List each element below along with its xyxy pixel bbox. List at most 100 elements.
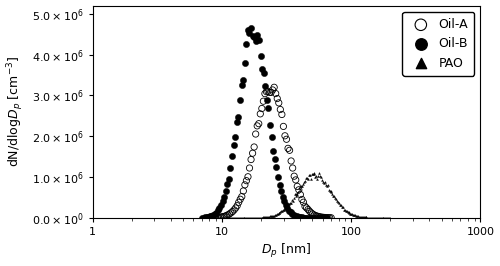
Oil-B <box>255 38 263 43</box>
PAO <box>236 216 244 220</box>
PAO <box>339 205 347 209</box>
Oil-B <box>316 216 324 220</box>
Oil-B <box>280 199 288 203</box>
Oil-A <box>210 215 218 220</box>
PAO <box>367 215 375 220</box>
Oil-A <box>301 204 309 209</box>
PAO <box>384 216 392 220</box>
Oil-A <box>207 216 215 220</box>
PAO <box>292 192 300 196</box>
Oil-A <box>230 208 238 212</box>
Oil-A <box>266 90 274 94</box>
Oil-A <box>278 112 286 117</box>
Oil-B <box>277 189 285 193</box>
PAO <box>298 184 306 188</box>
PAO <box>217 216 225 220</box>
Oil-A <box>253 124 261 128</box>
Oil-A <box>218 215 226 219</box>
PAO <box>254 215 262 220</box>
Oil-B <box>224 182 232 186</box>
Oil-A <box>206 216 214 220</box>
PAO <box>349 213 357 217</box>
Oil-B <box>228 154 236 159</box>
Oil-A <box>324 215 332 220</box>
Oil-A <box>248 151 256 155</box>
PAO <box>350 213 358 217</box>
Oil-B <box>262 84 270 88</box>
Oil-A <box>314 214 322 218</box>
Oil-B <box>233 120 241 124</box>
PAO <box>330 194 338 198</box>
PAO <box>317 175 325 179</box>
PAO <box>228 216 236 220</box>
PAO <box>372 216 380 220</box>
PAO <box>375 216 383 220</box>
PAO <box>264 215 272 219</box>
Oil-B <box>304 216 312 220</box>
Oil-A <box>221 214 229 218</box>
PAO <box>382 216 390 220</box>
Oil-A <box>262 90 270 94</box>
PAO <box>216 216 224 220</box>
PAO <box>351 213 359 218</box>
PAO <box>280 207 288 212</box>
PAO <box>301 178 309 183</box>
PAO <box>326 189 334 193</box>
Oil-A <box>280 124 287 128</box>
PAO <box>263 215 271 219</box>
Oil-B <box>204 215 212 219</box>
Oil-A <box>242 178 250 183</box>
Oil-B <box>240 61 248 65</box>
Oil-B <box>288 212 296 216</box>
Oil-B <box>315 216 323 220</box>
Oil-B <box>294 215 302 219</box>
PAO <box>218 216 226 220</box>
Oil-B <box>239 78 247 82</box>
PAO <box>344 210 352 214</box>
Oil-B <box>264 106 272 110</box>
PAO <box>272 213 280 217</box>
Oil-A <box>232 206 239 210</box>
PAO <box>336 202 344 207</box>
PAO <box>320 181 328 185</box>
PAO <box>352 214 360 218</box>
Oil-B <box>200 215 207 220</box>
PAO <box>332 196 340 200</box>
Oil-A <box>302 206 310 210</box>
PAO <box>228 216 235 220</box>
PAO <box>376 216 384 220</box>
Oil-A <box>244 175 252 179</box>
Oil-B <box>216 206 224 210</box>
PAO <box>244 216 252 220</box>
PAO <box>338 205 346 209</box>
Oil-B <box>302 215 310 220</box>
PAO <box>254 215 262 220</box>
PAO <box>274 212 281 216</box>
PAO <box>376 216 384 220</box>
Oil-B <box>312 216 320 220</box>
PAO <box>208 216 216 220</box>
PAO <box>244 216 252 220</box>
PAO <box>362 215 370 219</box>
PAO <box>258 215 266 220</box>
Oil-A <box>273 96 281 101</box>
PAO <box>210 216 218 220</box>
Oil-A <box>294 184 302 189</box>
Oil-A <box>288 166 296 170</box>
Oil-A <box>222 213 230 218</box>
PAO <box>304 177 312 181</box>
PAO <box>260 215 268 219</box>
PAO <box>306 172 314 177</box>
PAO <box>206 216 214 220</box>
PAO <box>286 201 294 205</box>
PAO <box>374 216 382 220</box>
PAO <box>283 204 291 208</box>
PAO <box>306 177 314 181</box>
Oil-B <box>263 98 271 102</box>
PAO <box>268 214 276 218</box>
Oil-A <box>250 145 258 149</box>
Oil-A <box>292 178 300 182</box>
Oil-B <box>214 208 222 212</box>
Oil-B <box>244 28 252 32</box>
Oil-B <box>293 214 301 218</box>
